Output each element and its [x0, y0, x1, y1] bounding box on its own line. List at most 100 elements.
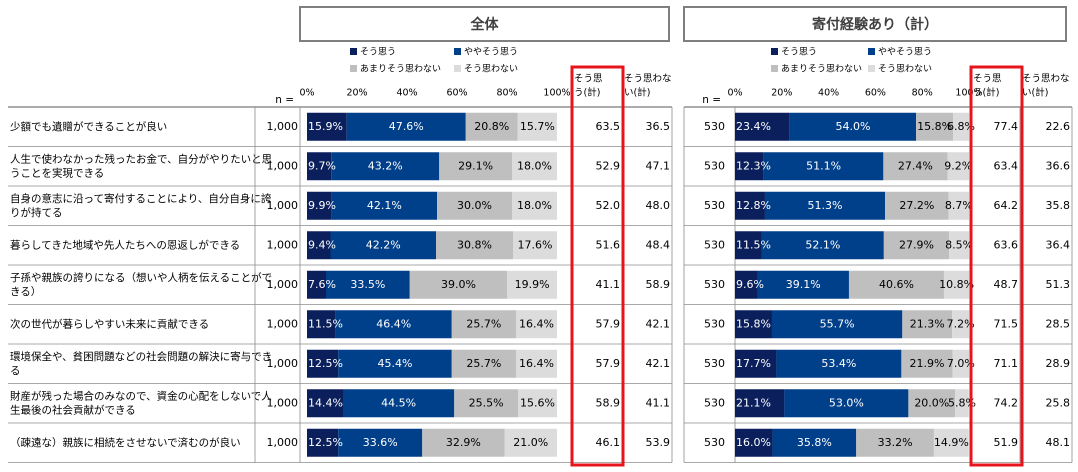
legend-label: そう思わない — [464, 64, 518, 75]
data-label: 7.0% — [947, 357, 975, 370]
n-value: 530 — [704, 238, 725, 251]
bar-segment — [902, 310, 953, 339]
data-label: 10.8% — [939, 278, 974, 291]
bar-segment — [933, 428, 969, 457]
legend-swatch — [454, 65, 461, 72]
disagree-total: 51.3 — [1046, 278, 1071, 291]
bar-segment — [735, 428, 773, 457]
data-label: 15.8% — [917, 120, 952, 133]
data-label: 25.5% — [469, 396, 504, 409]
bar-segment — [307, 152, 332, 181]
data-label: 20.0% — [914, 396, 949, 409]
agree-total: 46.1 — [596, 436, 621, 449]
data-label: 9.9% — [308, 199, 336, 212]
bar-segment — [307, 310, 336, 339]
data-label: 35.8% — [797, 436, 832, 449]
legend-swatch — [868, 65, 875, 72]
bar-segment — [439, 152, 512, 181]
disagree-total: 42.1 — [646, 317, 671, 330]
data-label: 33.6% — [363, 436, 398, 449]
bar-segment — [409, 270, 508, 299]
bar-segment — [338, 428, 423, 457]
tick-label: 40% — [396, 88, 417, 99]
data-label: 33.5% — [350, 278, 385, 291]
highlight-frame — [570, 65, 625, 467]
bar-segment — [901, 349, 953, 378]
bar-segment — [422, 428, 505, 457]
agree-total: 51.9 — [994, 436, 1019, 449]
data-label: 30.8% — [457, 238, 492, 251]
legend-label: あまりそう思わない — [781, 64, 862, 75]
data-label: 29.1% — [458, 159, 493, 172]
data-label: 21.3% — [910, 317, 945, 330]
sum-header-agree: そう思 — [973, 74, 1002, 85]
agree-total: 63.6 — [994, 238, 1019, 251]
category-label: 環境保全や、貧困問題などの社会問題の解決に寄与でき — [10, 350, 272, 363]
n-value: 530 — [704, 199, 725, 212]
bar-segment — [953, 112, 969, 141]
category-label: 次の世代が暮らしやすい未来に貢献できる — [10, 317, 209, 330]
bar-segment — [763, 152, 884, 181]
bar-segment — [307, 349, 339, 378]
tick-label: 0% — [727, 88, 742, 99]
n-value: 1,000 — [267, 238, 299, 251]
sum-header-disagree: い(計) — [624, 87, 650, 99]
legend-swatch — [868, 48, 875, 55]
tick-label: 100% — [543, 88, 570, 99]
data-label: 23.4% — [736, 120, 771, 133]
bar-segment — [789, 112, 917, 141]
bar-segment — [943, 270, 970, 299]
data-label: 39.0% — [441, 278, 476, 291]
n-value: 1,000 — [267, 357, 299, 370]
data-label: 15.8% — [736, 317, 771, 330]
data-label: 18.0% — [517, 159, 552, 172]
data-label: 16.4% — [519, 317, 554, 330]
agree-total: 57.9 — [596, 357, 621, 370]
n-value: 1,000 — [267, 317, 299, 330]
bar-segment — [948, 191, 969, 220]
bar-segment — [735, 349, 777, 378]
bar-segment — [465, 112, 518, 141]
bar-segment — [331, 152, 440, 181]
sum-header-disagree: い(計) — [1022, 87, 1048, 99]
disagree-total: 22.6 — [1046, 120, 1071, 133]
data-label: 8.7% — [945, 199, 973, 212]
bar-segment — [504, 428, 557, 457]
bar-segment — [518, 389, 557, 418]
bar-segment — [771, 310, 903, 339]
panel-title-box — [299, 6, 670, 42]
n-value: 1,000 — [267, 199, 299, 212]
panel-title: 寄付経験あり（計） — [812, 16, 938, 33]
bar-segment — [916, 112, 954, 141]
data-label: 11.5% — [308, 317, 343, 330]
bar-segment — [307, 428, 339, 457]
bar-segment — [848, 270, 944, 299]
disagree-total: 48.4 — [646, 238, 671, 251]
n-value: 530 — [704, 278, 725, 291]
n-value: 530 — [704, 120, 725, 133]
bar-segment — [454, 389, 518, 418]
disagree-total: 35.8 — [1046, 199, 1071, 212]
bar-segment — [883, 231, 950, 260]
data-label: 27.2% — [899, 199, 934, 212]
tick-label: 40% — [818, 88, 839, 99]
bar-segment — [908, 389, 956, 418]
highlight-frame — [969, 65, 1024, 467]
category-labels: 少額でも遺贈ができることが良い人生で使わなかった残ったお金で、自分がやりたいと思… — [10, 120, 272, 449]
category-label: 子孫や親族の誇りになる（想いや人柄を伝えることがで — [10, 271, 272, 284]
data-label: 55.7% — [820, 317, 855, 330]
n-value: 530 — [704, 159, 725, 172]
legend-swatch — [454, 48, 461, 55]
bar-segment — [949, 231, 969, 260]
data-label: 51.3% — [807, 199, 842, 212]
bar-segment — [772, 428, 857, 457]
data-label: 9.6% — [736, 278, 764, 291]
legend-swatch — [350, 65, 357, 72]
data-label: 54.0% — [835, 120, 870, 133]
bar-segment — [512, 191, 557, 220]
legend-swatch — [771, 48, 778, 55]
bar-segment — [330, 231, 436, 260]
category-label: 財産が残った場合のみなので、資金の心配をしないで人 — [10, 389, 272, 402]
